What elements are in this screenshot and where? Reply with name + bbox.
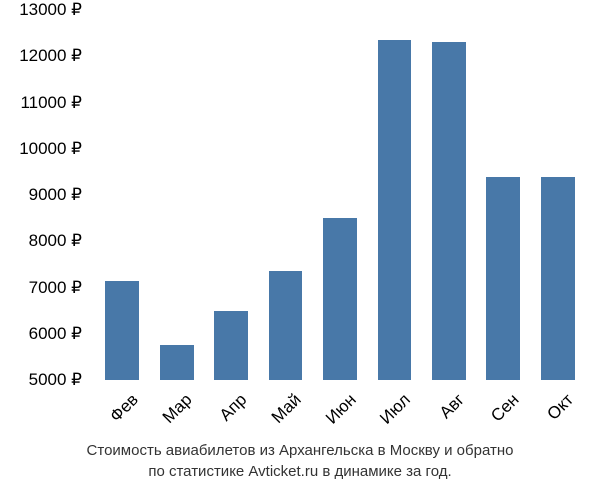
x-tick-label: Авг <box>436 390 469 423</box>
bar <box>378 40 412 380</box>
x-tick-label: Июл <box>376 390 415 429</box>
x-tick-label: Июн <box>322 390 360 428</box>
x-tick-label: Май <box>268 390 306 428</box>
y-tick-label: 5000 ₽ <box>29 370 82 390</box>
bar <box>486 177 520 381</box>
bar <box>432 42 466 380</box>
bar <box>541 177 575 381</box>
x-tick-label: Окт <box>544 390 578 424</box>
chart-caption: Стоимость авиабилетов из Архангельска в … <box>0 440 600 482</box>
bar <box>105 281 139 380</box>
y-axis: 5000 ₽6000 ₽7000 ₽8000 ₽9000 ₽10000 ₽110… <box>0 10 90 380</box>
y-tick-label: 6000 ₽ <box>29 324 82 344</box>
y-tick-label: 7000 ₽ <box>29 278 82 298</box>
bars-container <box>95 10 585 380</box>
y-tick-label: 8000 ₽ <box>29 231 82 251</box>
x-tick-label: Апр <box>216 390 251 425</box>
chart-plot-area <box>95 10 585 380</box>
y-tick-label: 12000 ₽ <box>19 46 82 66</box>
y-tick-label: 13000 ₽ <box>19 0 82 20</box>
y-tick-label: 9000 ₽ <box>29 185 82 205</box>
bar <box>323 218 357 380</box>
x-tick-label: Фев <box>106 390 142 426</box>
caption-line-2: по статистике Avticket.ru в динамике за … <box>148 463 451 480</box>
caption-line-1: Стоимость авиабилетов из Архангельска в … <box>87 442 514 459</box>
x-axis: Фев Мар Апр Май Июн Июл Авг Сен Окт <box>95 380 585 440</box>
y-tick-label: 10000 ₽ <box>19 139 82 159</box>
bar <box>269 271 303 380</box>
x-tick-label: Сен <box>487 390 523 426</box>
bar <box>160 345 194 380</box>
y-tick-label: 11000 ₽ <box>20 93 82 113</box>
x-tick-label: Мар <box>159 390 197 428</box>
bar <box>214 311 248 380</box>
